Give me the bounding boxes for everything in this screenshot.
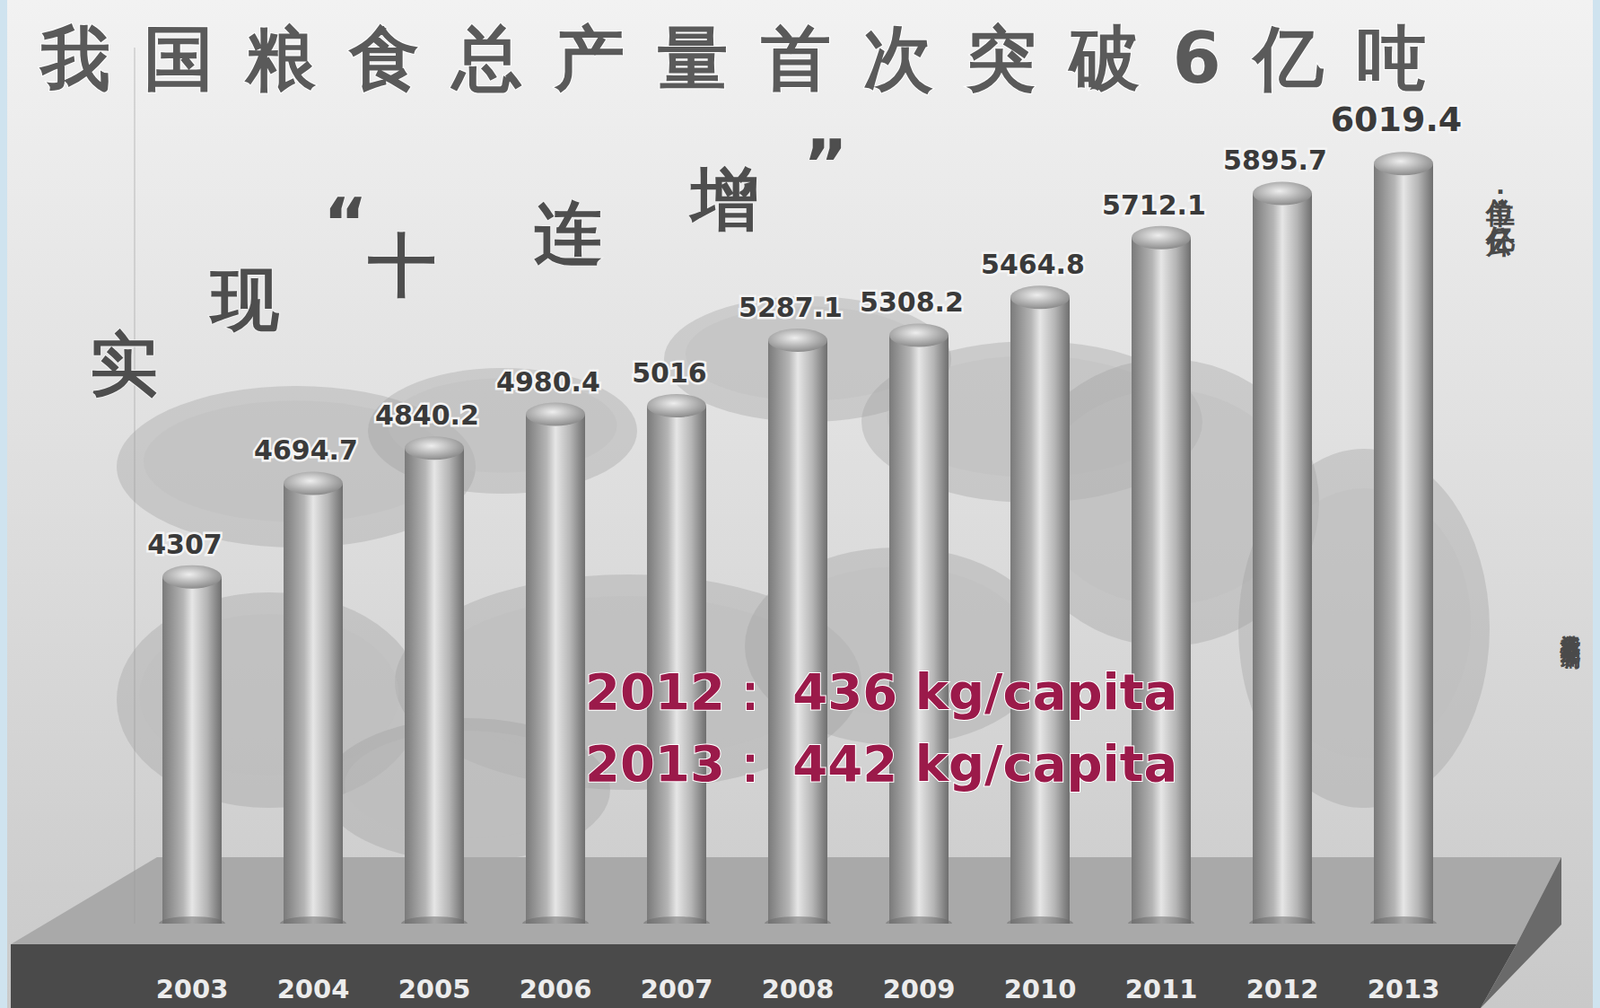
bar-cap bbox=[1252, 181, 1312, 205]
data-label: 5287.1 bbox=[738, 291, 843, 324]
chart-root: 我国粮食总产量首次突破6亿吨实现 “十 连 增 ” 4307 4694.7 4840.2 498… bbox=[0, 0, 1600, 1008]
page-edge bbox=[0, 0, 1600, 1008]
bar-cap bbox=[1131, 226, 1191, 250]
x-tick-label: 2004 bbox=[277, 973, 350, 1005]
platform-side bbox=[1480, 856, 1562, 1008]
x-tick-label: 2007 bbox=[640, 973, 714, 1005]
data-label: 6019.4 bbox=[1330, 99, 1463, 140]
bar-cap bbox=[283, 471, 343, 495]
x-tick-label: 2006 bbox=[519, 973, 593, 1005]
subtitle-char: 增 bbox=[688, 158, 760, 239]
bar-shadow bbox=[885, 916, 953, 924]
data-label: 4840.2 bbox=[375, 399, 480, 431]
x-tick-label: 2011 bbox=[1125, 973, 1198, 1005]
data-label: 5895.7 bbox=[1223, 144, 1328, 176]
bar-shadow bbox=[401, 916, 468, 924]
subtitle-char: 连 bbox=[533, 192, 603, 273]
bar-cap bbox=[1373, 151, 1434, 175]
annotation: 2012： 436 kg/capita bbox=[585, 662, 1178, 721]
bar bbox=[1252, 192, 1312, 924]
data-label: 4980.4 bbox=[496, 366, 601, 398]
bar bbox=[768, 340, 828, 924]
bar-shadow bbox=[764, 916, 831, 924]
bar-shadow bbox=[158, 916, 226, 924]
data-label: 5016 bbox=[631, 357, 708, 389]
bar-cap bbox=[889, 323, 949, 347]
chart-svg: 我国粮食总产量首次突破6亿吨实现 “十 连 增 ” 4307 4694.7 4840.2 498… bbox=[0, 0, 1600, 1008]
bar bbox=[404, 447, 464, 924]
title: 我国粮食总产量首次突破6亿吨 bbox=[38, 17, 1427, 99]
source-credit: 新华社记者 郑悦 编制 bbox=[1559, 619, 1583, 670]
bar-cap bbox=[404, 436, 464, 460]
bar bbox=[1010, 297, 1070, 924]
x-tick-label: 2010 bbox=[1004, 973, 1077, 1005]
subtitle-char: 现 bbox=[208, 259, 280, 340]
subtitle: 实现 “十 连 增 ” bbox=[89, 124, 849, 404]
data-label: 4307 bbox=[147, 528, 223, 560]
platform-front bbox=[10, 944, 1517, 1008]
bars bbox=[158, 151, 1437, 924]
subtitle-char: 实 bbox=[89, 323, 158, 404]
data-label: 5464.8 bbox=[980, 248, 1085, 280]
bar-cap bbox=[1010, 285, 1070, 309]
bar bbox=[1131, 237, 1191, 924]
bar-cap bbox=[768, 328, 828, 352]
x-tick-label: 2003 bbox=[156, 973, 229, 1005]
bar-shadow bbox=[279, 916, 347, 924]
background bbox=[7, 0, 1593, 1008]
unit-label: 单位：亿公斤 bbox=[1483, 174, 1518, 258]
annotation: 2013： 442 kg/capita bbox=[585, 734, 1178, 793]
bar-shadow bbox=[522, 916, 589, 924]
bar bbox=[162, 577, 222, 924]
x-tick-label: 2008 bbox=[761, 973, 835, 1005]
data-label: 5712.1 bbox=[1101, 189, 1207, 221]
data-labels: 4307 4694.7 4840.2 4980.4 5016 5287.1 5308.2 54… bbox=[147, 99, 1462, 560]
x-tick-label: 2005 bbox=[398, 973, 472, 1005]
bar-shadow bbox=[643, 916, 710, 924]
bar bbox=[283, 482, 343, 924]
subtitle-char: 十 bbox=[367, 225, 437, 306]
bar-shadow bbox=[1370, 916, 1437, 924]
subtitle-char: ” bbox=[803, 124, 849, 205]
x-tick-label: 2012 bbox=[1246, 973, 1320, 1005]
data-label: 4694.7 bbox=[253, 434, 359, 466]
bar-shadow bbox=[1127, 916, 1195, 924]
y-axis-line bbox=[134, 47, 136, 924]
x-tick-label: 2013 bbox=[1367, 973, 1441, 1005]
bar-cap bbox=[525, 402, 586, 427]
x-tick-label: 2009 bbox=[883, 973, 956, 1005]
bar-shadow bbox=[1006, 916, 1074, 924]
bar-cap bbox=[646, 393, 707, 418]
bar bbox=[889, 334, 949, 924]
data-label: 5308.2 bbox=[859, 286, 964, 318]
bar bbox=[525, 414, 586, 924]
subtitle-char: “ bbox=[323, 183, 368, 263]
bar-cap bbox=[162, 565, 222, 589]
bar bbox=[1373, 163, 1434, 924]
bar-shadow bbox=[1249, 916, 1316, 924]
